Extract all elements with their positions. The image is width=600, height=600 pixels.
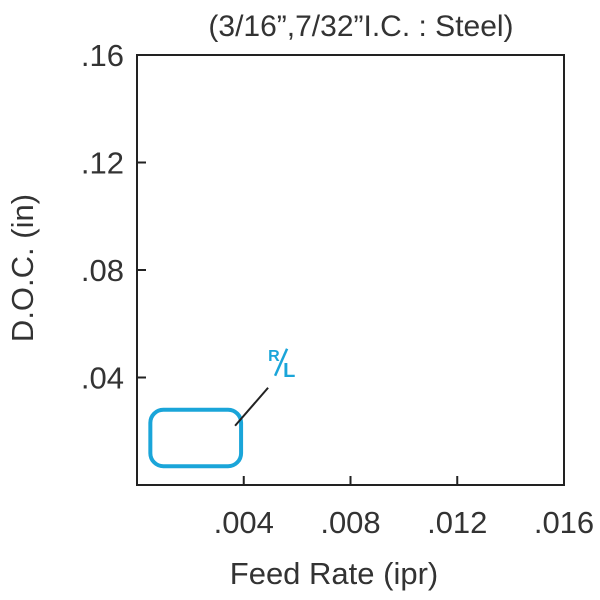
region-label-top: R bbox=[268, 348, 280, 365]
regions-layer: RL bbox=[148, 348, 295, 469]
y-tick-label: .12 bbox=[81, 146, 124, 181]
region-label-slash bbox=[273, 348, 289, 377]
x-tick-label: .004 bbox=[214, 505, 274, 540]
y-tick-label: .08 bbox=[81, 253, 124, 288]
x-tick-label: .008 bbox=[320, 505, 380, 540]
chart-title: (3/16”,7/32”I.C. : Steel) bbox=[208, 10, 513, 43]
x-axis-label: Feed Rate (ipr) bbox=[230, 556, 438, 591]
ticks-layer: .004 .008 .012 .016 .04 .08 .12 .16 bbox=[81, 38, 594, 540]
operating-region bbox=[148, 407, 244, 469]
region-label-bottom: L bbox=[283, 360, 295, 382]
y-tick-label: .16 bbox=[81, 38, 124, 73]
x-tick-label: .012 bbox=[427, 505, 487, 540]
y-axis-label: D.O.C. (in) bbox=[5, 194, 40, 342]
region-leader-line bbox=[234, 387, 269, 427]
x-tick-label: .016 bbox=[534, 505, 594, 540]
plot-area-frame bbox=[136, 54, 565, 486]
y-tick-label: .04 bbox=[81, 361, 124, 396]
